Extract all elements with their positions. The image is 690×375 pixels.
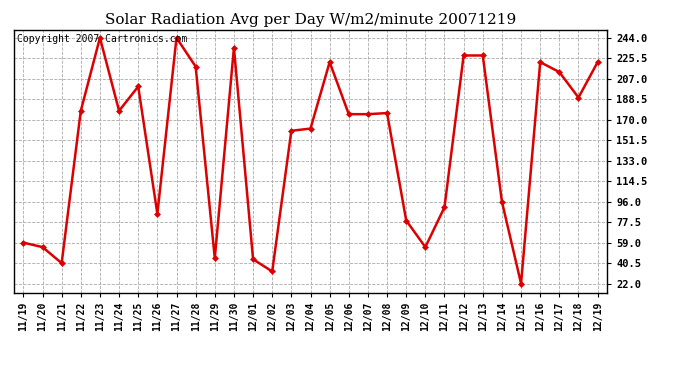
Text: Copyright 2007 Cartronics.com: Copyright 2007 Cartronics.com <box>17 34 187 44</box>
Title: Solar Radiation Avg per Day W/m2/minute 20071219: Solar Radiation Avg per Day W/m2/minute … <box>105 13 516 27</box>
